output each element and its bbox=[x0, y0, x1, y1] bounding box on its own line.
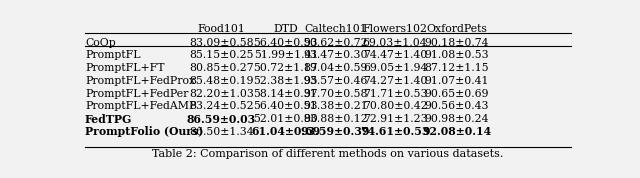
Text: 82.20±1.03: 82.20±1.03 bbox=[189, 89, 254, 99]
Text: 89.04±0.59: 89.04±0.59 bbox=[303, 63, 367, 73]
Text: PromptFL+FT: PromptFL+FT bbox=[85, 63, 164, 73]
Text: 69.05±1.94: 69.05±1.94 bbox=[363, 63, 427, 73]
Text: 91.08±0.53: 91.08±0.53 bbox=[425, 50, 489, 60]
Text: Table 2: Comparison of different methods on various datasets.: Table 2: Comparison of different methods… bbox=[152, 149, 504, 159]
Text: PromptFL: PromptFL bbox=[85, 50, 140, 60]
Text: 52.01±0.80: 52.01±0.80 bbox=[253, 114, 318, 124]
Text: PromptFL+FedPer: PromptFL+FedPer bbox=[85, 89, 188, 99]
Text: 91.70±0.58: 91.70±0.58 bbox=[303, 89, 368, 99]
Text: 93.59±0.39: 93.59±0.39 bbox=[301, 126, 370, 137]
Text: 70.80±0.42: 70.80±0.42 bbox=[363, 101, 428, 111]
Text: 69.03±1.04: 69.03±1.04 bbox=[363, 38, 428, 48]
Text: OxfordPets: OxfordPets bbox=[426, 24, 488, 34]
Text: 56.40±0.53: 56.40±0.53 bbox=[253, 38, 318, 48]
Text: 90.18±0.74: 90.18±0.74 bbox=[425, 38, 489, 48]
Text: PromptFL+FedAMP: PromptFL+FedAMP bbox=[85, 101, 196, 111]
Text: PromptFolio (Ours): PromptFolio (Ours) bbox=[85, 126, 204, 137]
Text: 91.07±0.41: 91.07±0.41 bbox=[425, 76, 489, 86]
Text: 87.12±1.15: 87.12±1.15 bbox=[425, 63, 489, 73]
Text: 51.99±1.41: 51.99±1.41 bbox=[253, 50, 318, 60]
Text: 93.47±0.30: 93.47±0.30 bbox=[303, 50, 368, 60]
Text: 86.59±0.03: 86.59±0.03 bbox=[187, 114, 256, 125]
Text: 91.38±0.21: 91.38±0.21 bbox=[303, 101, 368, 111]
Text: 52.38±1.95: 52.38±1.95 bbox=[253, 76, 318, 86]
Text: 86.50±1.34: 86.50±1.34 bbox=[189, 127, 253, 137]
Text: 93.88±0.12: 93.88±0.12 bbox=[303, 114, 368, 124]
Text: 93.57±0.46: 93.57±0.46 bbox=[303, 76, 367, 86]
Text: 92.08±0.14: 92.08±0.14 bbox=[422, 126, 492, 137]
Text: Flowers102: Flowers102 bbox=[362, 24, 428, 34]
Text: 74.27±1.40: 74.27±1.40 bbox=[363, 76, 427, 86]
Text: FedTPG: FedTPG bbox=[85, 114, 132, 125]
Text: Food101: Food101 bbox=[197, 24, 245, 34]
Text: 74.61±0.53: 74.61±0.53 bbox=[360, 126, 429, 137]
Text: Caltech101: Caltech101 bbox=[304, 24, 367, 34]
Text: 90.65±0.69: 90.65±0.69 bbox=[425, 89, 489, 99]
Text: 90.98±0.24: 90.98±0.24 bbox=[425, 114, 489, 124]
Text: 83.09±0.58: 83.09±0.58 bbox=[189, 38, 253, 48]
Text: 85.48±0.19: 85.48±0.19 bbox=[189, 76, 253, 86]
Text: PromptFL+FedProx: PromptFL+FedProx bbox=[85, 76, 195, 86]
Text: 90.62±0.72: 90.62±0.72 bbox=[303, 38, 368, 48]
Text: 50.72±1.17: 50.72±1.17 bbox=[253, 63, 318, 73]
Text: 83.24±0.52: 83.24±0.52 bbox=[189, 101, 253, 111]
Text: 58.14±0.37: 58.14±0.37 bbox=[253, 89, 318, 99]
Text: 80.85±0.27: 80.85±0.27 bbox=[189, 63, 253, 73]
Text: 71.71±0.53: 71.71±0.53 bbox=[363, 89, 428, 99]
Text: 74.47±1.40: 74.47±1.40 bbox=[363, 50, 427, 60]
Text: 72.91±1.23: 72.91±1.23 bbox=[363, 114, 428, 124]
Text: 90.56±0.43: 90.56±0.43 bbox=[425, 101, 489, 111]
Text: 85.15±0.25: 85.15±0.25 bbox=[189, 50, 253, 60]
Text: 61.04±0.69: 61.04±0.69 bbox=[252, 126, 321, 137]
Text: DTD: DTD bbox=[273, 24, 298, 34]
Text: 56.40±0.53: 56.40±0.53 bbox=[253, 101, 318, 111]
Text: CoOp: CoOp bbox=[85, 38, 116, 48]
